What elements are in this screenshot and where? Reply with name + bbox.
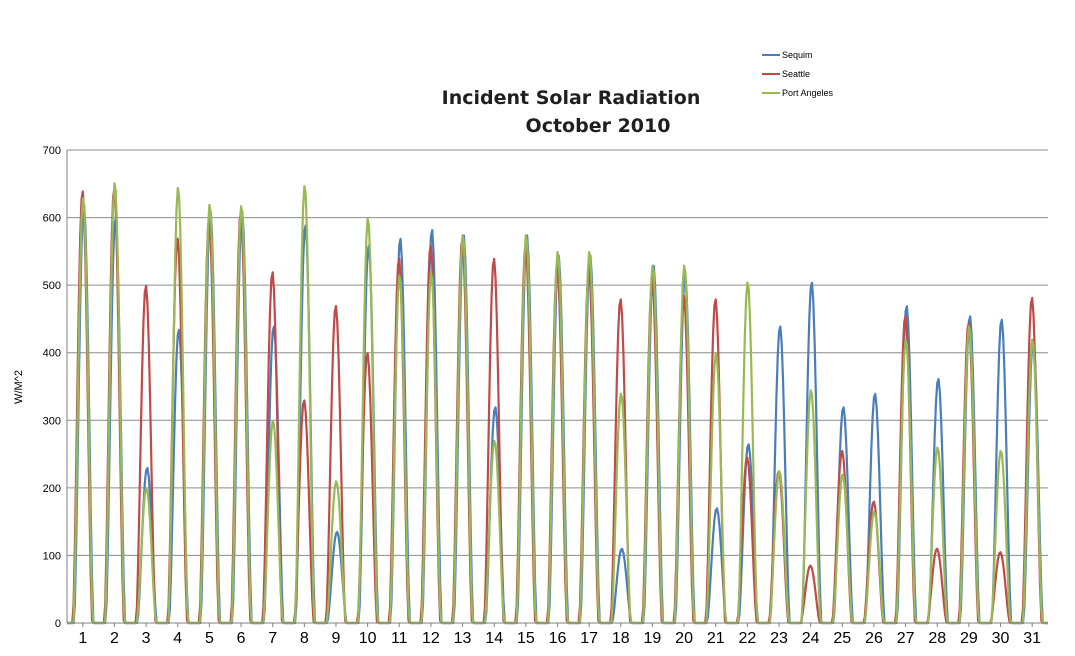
legend-label: Sequim bbox=[782, 50, 813, 60]
x-tick-label: 3 bbox=[142, 630, 151, 647]
x-tick-label: 20 bbox=[675, 630, 693, 647]
chart-title: Incident Solar Radiation bbox=[442, 87, 701, 109]
y-tick-labels: 0 100 200 300 400 500 600 700 bbox=[43, 145, 61, 630]
chart-subtitle: October 2010 bbox=[526, 115, 671, 137]
y-axis-label: W/M^2 bbox=[13, 370, 25, 404]
y-tick-label: 400 bbox=[43, 348, 61, 360]
x-tick-label: 1 bbox=[78, 630, 87, 647]
y-tick-label: 500 bbox=[43, 280, 61, 292]
legend: Sequim Seattle Port Angeles bbox=[762, 50, 834, 98]
x-tick-label: 12 bbox=[422, 630, 440, 647]
x-tick-label: 4 bbox=[173, 630, 182, 647]
x-tick-label: 22 bbox=[738, 630, 756, 647]
x-tick-label: 13 bbox=[454, 630, 472, 647]
x-tick-label: 17 bbox=[580, 630, 598, 647]
x-tick-label: 2 bbox=[110, 630, 119, 647]
x-tick-label: 6 bbox=[237, 630, 246, 647]
x-tick-labels: 1 2 3 4 5 6 7 8 9 10 11 12 13 14 15 16 17 18 19 20 21 22 23 24 2… bbox=[78, 630, 1041, 647]
y-tick-label: 700 bbox=[43, 145, 61, 157]
x-tick-label: 25 bbox=[833, 630, 851, 647]
legend-label: Seattle bbox=[782, 69, 810, 79]
x-tick-label: 16 bbox=[549, 630, 567, 647]
y-tick-label: 300 bbox=[43, 415, 61, 427]
y-tick-label: 600 bbox=[43, 213, 61, 225]
x-tick-label: 27 bbox=[897, 630, 915, 647]
x-tick-label: 31 bbox=[1023, 630, 1041, 647]
axes bbox=[66, 150, 1048, 627]
series-lines bbox=[67, 182, 1048, 625]
x-tick-label: 19 bbox=[644, 630, 662, 647]
y-tick-label: 0 bbox=[55, 618, 61, 630]
legend-label: Port Angeles bbox=[782, 88, 834, 98]
x-tick-label: 10 bbox=[359, 630, 377, 647]
x-tick-label: 5 bbox=[205, 630, 214, 647]
x-tick-label: 18 bbox=[612, 630, 630, 647]
x-tick-label: 14 bbox=[485, 630, 503, 647]
x-tick-label: 11 bbox=[391, 630, 408, 647]
x-tick-label: 28 bbox=[928, 630, 946, 647]
x-tick-label: 30 bbox=[992, 630, 1010, 647]
x-tick-label: 9 bbox=[332, 630, 341, 647]
x-tick-label: 26 bbox=[865, 630, 883, 647]
y-tick-label: 100 bbox=[43, 550, 61, 562]
y-tick-label: 200 bbox=[43, 483, 61, 495]
x-tick-label: 7 bbox=[268, 630, 277, 647]
x-tick-label: 21 bbox=[707, 630, 725, 647]
x-tick-label: 15 bbox=[517, 630, 535, 647]
x-tick-label: 24 bbox=[802, 630, 820, 647]
x-tick-label: 23 bbox=[770, 630, 788, 647]
x-tick-label: 29 bbox=[960, 630, 978, 647]
x-tick-label: 8 bbox=[300, 630, 309, 647]
